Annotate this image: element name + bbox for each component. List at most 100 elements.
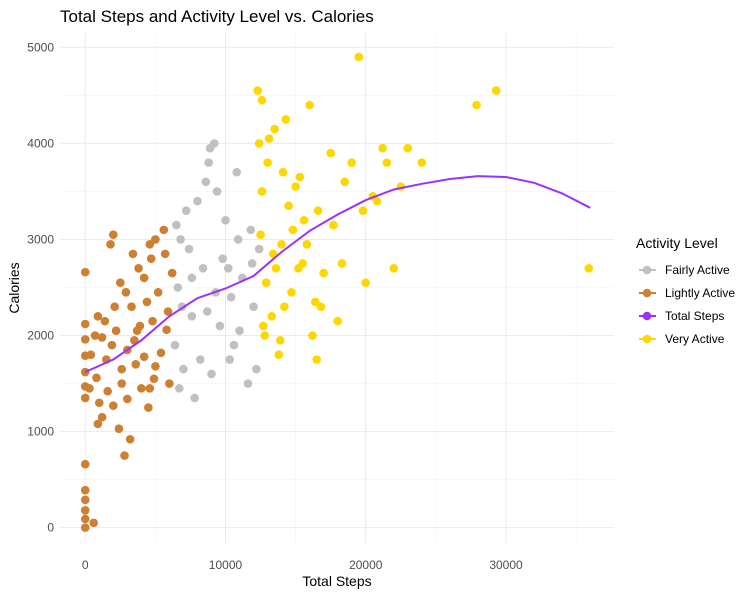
legend-items: Fairly Active Lightly Active Total Steps Ve… (639, 263, 735, 346)
legend-item: Total Steps (639, 309, 724, 323)
x-axis-label: Total Steps (302, 573, 371, 589)
data-point (165, 379, 174, 388)
data-point (389, 263, 399, 273)
legend-key-point (642, 334, 652, 344)
data-point (153, 288, 163, 297)
data-point (137, 384, 146, 393)
data-point (204, 158, 213, 167)
data-point (382, 158, 392, 167)
data-point (403, 143, 413, 153)
data-point (80, 335, 90, 344)
data-point (80, 459, 90, 469)
data-point (264, 134, 274, 143)
data-point (93, 419, 103, 429)
data-point (305, 100, 314, 110)
data-point (100, 316, 110, 326)
data-point (145, 239, 155, 249)
data-point (179, 364, 188, 374)
data-point (252, 364, 261, 374)
data-point (131, 360, 141, 369)
x-tick-label: 30000 (489, 558, 523, 572)
data-point (312, 355, 321, 364)
data-point (257, 187, 267, 196)
data-point (184, 244, 194, 254)
data-point (92, 373, 101, 383)
data-point (205, 143, 215, 153)
data-point (337, 259, 347, 268)
y-axis-label: Calories (6, 262, 22, 313)
chart-title: Total Steps and Activity Level vs. Calor… (60, 7, 374, 26)
data-point (224, 263, 233, 273)
data-point (121, 288, 131, 297)
y-tick-label: 0 (47, 521, 54, 535)
y-axis-ticks: 0 1000 2000 3000 4000 5000 (27, 40, 54, 534)
series-fairly-active (170, 139, 264, 403)
data-point (212, 187, 222, 196)
data-point (190, 393, 199, 403)
data-point (308, 331, 317, 340)
data-point (253, 86, 263, 95)
data-point (246, 225, 256, 235)
data-point (142, 297, 152, 307)
data-point (110, 302, 119, 312)
data-point (80, 267, 90, 277)
grid (60, 32, 614, 543)
data-point (107, 340, 117, 350)
data-point (149, 374, 159, 384)
data-point (491, 86, 501, 95)
data-point (207, 369, 216, 379)
data-point (372, 196, 382, 206)
data-point (333, 316, 343, 326)
data-point (90, 331, 100, 340)
data-point (193, 196, 202, 206)
data-point (247, 259, 257, 268)
series-lightly-active (80, 225, 177, 532)
data-point (159, 225, 169, 235)
data-point (163, 307, 173, 316)
data-point (233, 235, 243, 244)
data-point (287, 288, 296, 297)
data-point (127, 302, 136, 312)
y-tick-label: 5000 (27, 40, 54, 54)
data-point (128, 249, 138, 259)
data-point (280, 302, 289, 312)
x-tick-label: 10000 (209, 558, 243, 572)
y-tick-label: 3000 (27, 232, 54, 246)
data-point (187, 312, 197, 321)
data-point (584, 263, 594, 273)
data-point (259, 321, 268, 331)
trend-line (84, 175, 591, 373)
data-point (218, 254, 227, 263)
data-point (123, 394, 132, 404)
data-point (226, 292, 236, 302)
data-point (417, 158, 427, 167)
data-point (340, 177, 350, 187)
data-point (117, 379, 127, 388)
data-point (235, 326, 244, 336)
data-point (145, 384, 155, 393)
y-tick-label: 1000 (27, 425, 54, 439)
data-point (257, 95, 267, 105)
data-point (299, 215, 309, 225)
data-point (151, 361, 160, 371)
data-point (313, 206, 323, 215)
data-point (94, 398, 104, 408)
data-point (167, 268, 177, 278)
data-point (93, 312, 103, 321)
y-tick-label: 2000 (27, 329, 54, 343)
data-point (173, 283, 183, 292)
data-point (271, 263, 281, 273)
data-point (80, 495, 90, 505)
data-point (329, 220, 338, 230)
data-point (151, 235, 160, 244)
legend-label: Fairly Active (665, 263, 730, 277)
data-point (284, 201, 293, 211)
data-point (111, 326, 121, 336)
data-point (160, 249, 170, 259)
data-point (378, 143, 387, 153)
data-point (106, 239, 115, 249)
data-point (254, 244, 264, 254)
data-point (116, 278, 125, 287)
data-point (277, 239, 286, 249)
data-point (80, 514, 90, 524)
